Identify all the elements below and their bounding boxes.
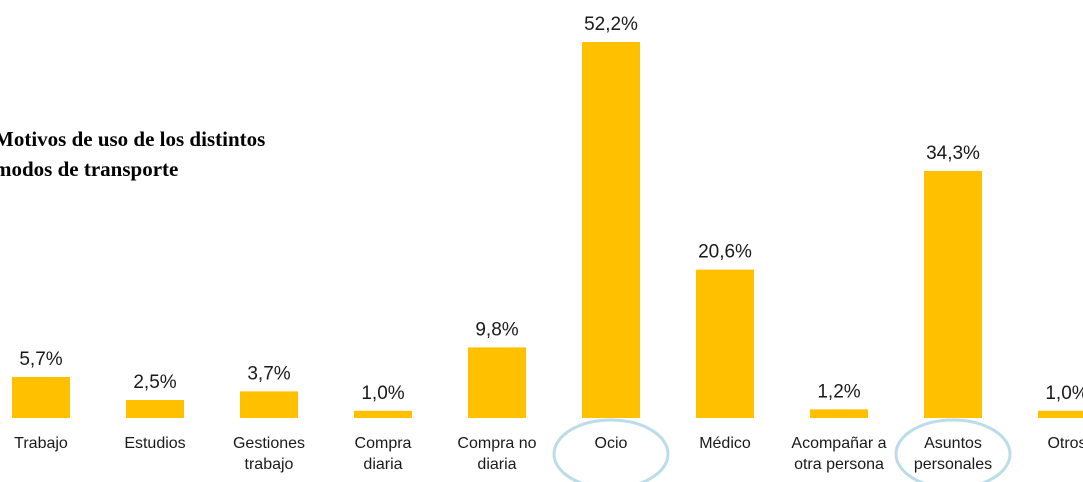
bar-compra-no-diaria [468,347,526,418]
highlight-ring-ocio [552,418,670,482]
bar-otros [1038,410,1083,418]
value-label-compra-no-diaria: 9,8% [475,319,518,340]
chart-title-line-1: Motivos de uso de los distintos [0,127,266,151]
category-label-line: diaria [363,456,402,473]
bars-layer [12,42,1083,418]
highlight-rings-layer [552,418,1012,482]
value-label-gestiones-trabajo: 3,7% [247,363,290,384]
value-label-trabajo: 5,7% [19,349,62,370]
category-label-line: diaria [477,456,516,473]
value-label-estudios: 2,5% [133,372,176,393]
bar-estudios [126,399,184,418]
category-label-line: Acompañar a [791,435,886,452]
category-label-line: trabajo [245,456,294,473]
category-label-line: Compra [355,435,412,452]
category-label-line: Médico [699,435,751,452]
category-label-line: Asuntos [924,435,982,452]
category-label-otros: Otros [1047,435,1083,452]
category-labels-layer: Trabajo Estudios Gestiones trabajo Compra dia… [14,435,1083,473]
value-label-otros: 1,0% [1045,383,1083,404]
category-label-acompanar-a-otra-persona: Acompañar a otra persona [791,435,886,473]
category-label-compra-no-diaria: Compra no diaria [457,435,536,473]
category-label-line: personales [914,456,992,473]
category-label-line: Estudios [124,435,185,452]
value-labels-layer: 5,7% 2,5% 3,7% 1,0% 9,8% 52,2% 20,6% 1,2% 34,3% 1… [19,14,1083,404]
value-label-medico: 20,6% [698,242,752,263]
category-label-compra-diaria: Compra diaria [355,435,412,473]
category-label-ocio: Ocio [595,435,628,452]
highlight-ring-asuntos-personales [894,418,1012,482]
chart-title: Motivos de uso de los distintos modos de… [0,124,265,184]
bar-compra-diaria [354,410,412,418]
category-label-medico: Médico [699,435,751,452]
category-label-estudios: Estudios [124,435,185,452]
value-label-ocio: 52,2% [584,14,638,35]
bar-acompanar-a-otra-persona [810,409,868,418]
bar-medico [696,269,754,418]
bar-gestiones-trabajo [240,391,298,418]
category-label-asuntos-personales: Asuntos personales [914,435,992,473]
bar-ocio [582,42,640,418]
category-label-line: Compra no [457,435,536,452]
category-label-trabajo: Trabajo [14,435,68,452]
value-label-asuntos-personales: 34,3% [926,143,980,164]
value-label-compra-diaria: 1,0% [361,383,404,404]
category-label-line: Ocio [595,435,628,452]
category-label-line: Trabajo [14,435,68,452]
bar-trabajo [12,376,70,418]
bar-asuntos-personales [924,170,982,418]
category-label-line: Otros [1047,435,1083,452]
chart-title-line-2: modos de transporte [0,157,179,181]
category-label-line: otra persona [794,456,884,473]
category-label-line: Gestiones [233,435,305,452]
value-label-acompanar-a-otra-persona: 1,2% [817,381,860,402]
category-label-gestiones-trabajo: Gestiones trabajo [233,435,305,473]
